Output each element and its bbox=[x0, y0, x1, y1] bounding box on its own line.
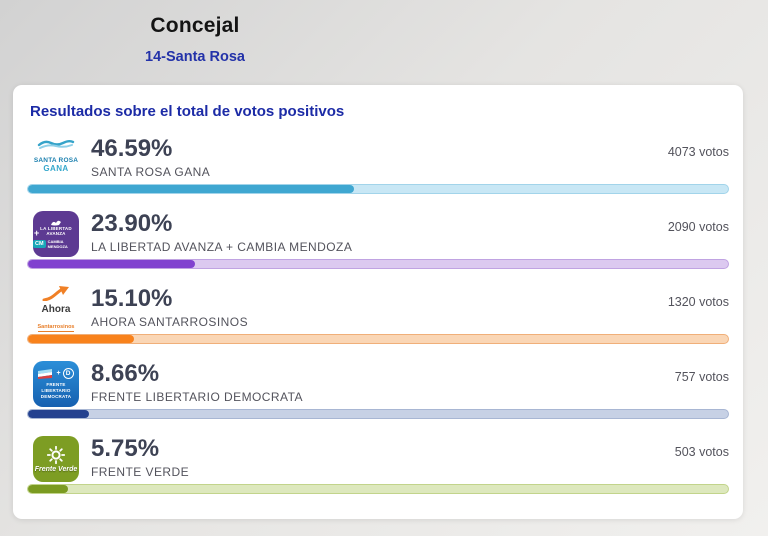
eagle-icon bbox=[51, 220, 61, 226]
lla-cm-logo: + LA LIBERTAD AVANZA CM CAMBIA MENDOZA bbox=[33, 211, 79, 257]
votes-count: 4073 votos bbox=[667, 145, 729, 159]
logo-text: CAMBIA MENDOZA bbox=[47, 239, 68, 250]
progress-bar-track bbox=[27, 409, 729, 419]
plus-icon: + bbox=[34, 228, 40, 238]
result-row-santa-rosa-gana: SANTA ROSA GANA 46.59% SANTA ROSA GANA 4… bbox=[27, 136, 729, 194]
percentage-value: 15.10% bbox=[91, 285, 173, 312]
flag-icon bbox=[38, 368, 53, 379]
plus-icon: + bbox=[56, 370, 61, 378]
d-emblem-icon: D bbox=[62, 368, 74, 380]
logo-text: Frente Verde bbox=[34, 465, 78, 473]
trend-up-arrow-icon bbox=[42, 286, 69, 302]
logo-text: LA LIBERTAD AVANZA bbox=[40, 225, 72, 236]
party-name: LA LIBERTAD AVANZA + CAMBIA MENDOZA bbox=[91, 240, 353, 255]
progress-bar-track bbox=[27, 259, 729, 269]
percentage-value: 23.90% bbox=[91, 210, 173, 237]
progress-bar-fill bbox=[28, 485, 69, 493]
logo-text: FRENTE LIBERTARIO bbox=[41, 382, 71, 394]
logo-text: Ahora bbox=[41, 304, 71, 315]
progress-bar-track bbox=[27, 334, 729, 344]
result-row-frente-libertario-democrata: + D FRENTE LIBERTARIO DEMOCRATA 8.66% FR… bbox=[27, 361, 729, 419]
result-row-ahora-santarrosinos: Ahora Santarrosinos 15.10% AHORA SANTARR… bbox=[27, 286, 729, 344]
percentage-value: 8.66% bbox=[91, 360, 160, 387]
sun-icon bbox=[47, 445, 65, 464]
wavy-flag-icon bbox=[37, 140, 75, 149]
party-name: AHORA SANTARROSINOS bbox=[91, 315, 249, 330]
votes-count: 1320 votos bbox=[667, 295, 729, 309]
frente-verde-logo: Frente Verde bbox=[33, 436, 79, 482]
progress-bar-fill bbox=[28, 185, 355, 193]
progress-bar-fill bbox=[28, 335, 134, 343]
party-name: SANTA ROSA GANA bbox=[91, 165, 211, 180]
frente-libertario-democrata-logo: + D FRENTE LIBERTARIO DEMOCRATA bbox=[33, 361, 79, 407]
progress-bar-track bbox=[27, 184, 729, 194]
ahora-santarrosinos-logo: Ahora Santarrosinos bbox=[28, 286, 84, 333]
page-title: Concejal bbox=[150, 14, 240, 37]
santa-rosa-gana-logo: SANTA ROSA GANA bbox=[29, 136, 83, 173]
logo-text: DEMOCRATA bbox=[40, 393, 72, 399]
logo-text: SANTA ROSA bbox=[33, 157, 79, 164]
progress-bar-track bbox=[27, 484, 729, 494]
logo-text: GANA bbox=[43, 164, 69, 173]
cm-chip: CM bbox=[33, 240, 46, 249]
results-card: Resultados sobre el total de votos posit… bbox=[13, 85, 743, 519]
result-row-frente-verde: Frente Verde 5.75% FRENTE VERDE 503 voto… bbox=[27, 436, 729, 494]
percentage-value: 46.59% bbox=[91, 135, 173, 162]
party-name: FRENTE VERDE bbox=[91, 465, 190, 480]
progress-bar-fill bbox=[28, 260, 196, 268]
results-card-title: Resultados sobre el total de votos posit… bbox=[30, 103, 345, 120]
votes-count: 503 votos bbox=[674, 445, 729, 459]
page-header: Concejal 14-Santa Rosa bbox=[0, 14, 390, 65]
votes-count: 757 votos bbox=[674, 370, 729, 384]
district-subtitle: 14-Santa Rosa bbox=[145, 49, 245, 65]
progress-bar-fill bbox=[28, 410, 89, 418]
party-name: FRENTE LIBERTARIO DEMOCRATA bbox=[91, 390, 303, 405]
logo-text: Santarrosinos bbox=[37, 324, 75, 332]
result-row-lla-cambia-mendoza: + LA LIBERTAD AVANZA CM CAMBIA MENDOZA 2… bbox=[27, 211, 729, 269]
votes-count: 2090 votos bbox=[667, 220, 729, 234]
percentage-value: 5.75% bbox=[91, 435, 160, 462]
